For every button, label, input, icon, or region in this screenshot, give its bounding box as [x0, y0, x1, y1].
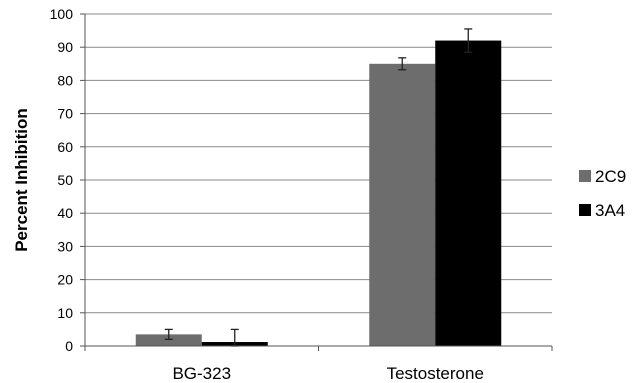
y-tick-label: 30	[57, 238, 73, 254]
y-tick-label: 10	[57, 305, 73, 321]
y-tick-label: 100	[50, 6, 74, 22]
y-tick-label: 0	[65, 338, 73, 354]
gridlines	[85, 13, 552, 314]
y-tick-label: 70	[57, 106, 73, 122]
bar-2C9-Testosterone	[369, 63, 436, 347]
bar-2C9-BG-323	[135, 334, 202, 346]
legend-label-2C9: 2C9	[595, 167, 626, 186]
legend: 2C9 3A4	[579, 167, 626, 220]
y-tick-label: 90	[57, 39, 73, 55]
x-category-label: BG-323	[172, 364, 231, 383]
y-tick-label: 20	[57, 272, 73, 288]
y-tick-labels: 0 10 20 30 40 50 60 70 80 90 100	[50, 6, 85, 354]
x-category-label: Testosterone	[387, 364, 484, 383]
legend-swatch-3A4	[579, 204, 591, 216]
y-tick-label: 60	[57, 139, 73, 155]
legend-label-3A4: 3A4	[595, 201, 625, 220]
bars	[135, 40, 502, 347]
y-axis-title: Percent Inhibition	[12, 108, 31, 252]
legend-swatch-2C9	[579, 170, 591, 182]
y-tick-label: 50	[57, 172, 73, 188]
y-tick-label: 80	[57, 72, 73, 88]
bar-3A4-Testosterone	[435, 40, 502, 347]
x-category-labels: BG-323 Testosterone	[172, 364, 483, 383]
y-tick-label: 40	[57, 205, 73, 221]
